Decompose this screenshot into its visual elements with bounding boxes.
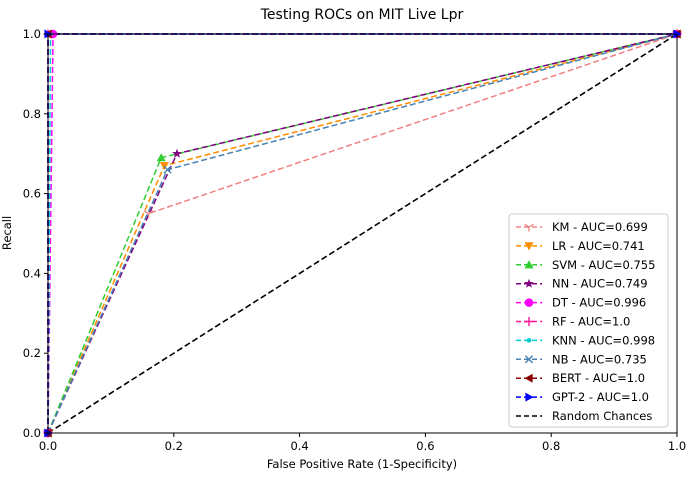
series-line-random-chances [47,33,678,434]
legend-entry-nn-auc-0-749: NN - AUC=0.749 [516,277,648,291]
legend-label: RF - AUC=1.0 [552,315,630,329]
series-line-km-auc-0-699 [47,33,678,434]
data-point-km-auc-0-699 [143,210,154,219]
legend-entry-bert-auc-1-0: BERT - AUC=1.0 [516,371,645,385]
legend-label: KNN - AUC=0.998 [552,333,655,347]
legend-entry-svm-auc-0-755: SVM - AUC=0.755 [516,258,655,272]
legend-swatch-marker [524,278,534,288]
legend-entry-knn-auc-0-998: KNN - AUC=0.998 [516,333,655,347]
y-axis-ticks: 0.0 0.2 0.4 0.6 0.8 1.0 [23,27,48,440]
chart-title: Testing ROCs on MIT Live Lpr [260,7,464,23]
legend: KM - AUC=0.699 LR - AUC=0.741 SVM - AUC=0.… [508,213,669,428]
y-tick-label: 0.0 [23,426,41,440]
legend-entry-rf-auc-1-0: RF - AUC=1.0 [516,315,630,329]
legend-box [508,213,669,428]
legend-entry-dt-auc-0-996: DT - AUC=0.996 [516,296,646,310]
y-axis-label: Recall [0,216,14,250]
legend-swatch-marker [524,373,533,383]
legend-entry-random-chances: Random Chances [516,409,652,423]
legend-label: NB - AUC=0.735 [552,352,647,366]
legend-entry-km-auc-0-699: KM - AUC=0.699 [516,220,648,234]
legend-swatch-marker [524,242,534,251]
y-tick-label: 0.8 [23,107,41,121]
x-tick-label: 0.8 [542,439,560,453]
legend-label: GPT-2 - AUC=1.0 [552,390,649,404]
x-tick-label: 1.0 [668,439,686,453]
legend-swatch-marker [524,355,534,364]
legend-swatch-marker [525,392,534,402]
plot-area-frame [47,33,678,434]
legend-entry-lr-auc-0-741: LR - AUC=0.741 [516,239,645,253]
y-tick-label: 1.0 [23,27,41,41]
legend-label: Random Chances [552,409,652,423]
data-point-svm-auc-0-755 [156,153,166,162]
legend-swatch-marker [526,338,532,343]
x-axis-ticks: 0.0 0.2 0.4 0.6 0.8 1.0 [39,433,686,453]
legend-label: KM - AUC=0.699 [552,220,648,234]
data-point-nb-auc-0-735 [163,165,172,174]
legend-label: DT - AUC=0.996 [552,296,646,310]
legend-label: SVM - AUC=0.755 [552,258,655,272]
x-tick-label: 0.0 [39,439,57,453]
legend-entry-nb-auc-0-735: NB - AUC=0.735 [516,352,647,366]
legend-label: BERT - AUC=1.0 [552,371,645,385]
legend-label: LR - AUC=0.741 [552,239,645,253]
legend-entry-gpt-2-auc-1-0: GPT-2 - AUC=1.0 [516,390,649,404]
legend-swatch-marker [524,223,534,232]
legend-swatch-marker [524,260,534,269]
legend-swatch-marker [524,317,534,326]
legend-swatch-marker [524,298,534,307]
y-tick-label: 0.2 [23,346,41,360]
x-tick-label: 0.6 [416,439,434,453]
x-tick-label: 0.2 [165,439,183,453]
x-tick-label: 0.4 [290,439,308,453]
y-tick-label: 0.4 [23,266,41,280]
legend-label: NN - AUC=0.749 [552,277,648,291]
data-point-nn-auc-0-749 [172,148,182,158]
y-tick-label: 0.6 [23,187,41,201]
x-axis-label: False Positive Rate (1-Specificity) [267,457,457,471]
